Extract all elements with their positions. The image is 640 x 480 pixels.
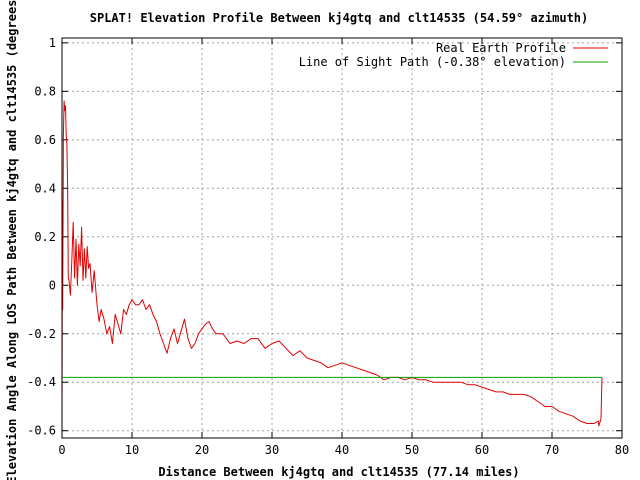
y-tick-label: -0.6 — [27, 424, 56, 438]
chart-title: SPLAT! Elevation Profile Between kj4gtq … — [90, 11, 589, 25]
axis-ticks: 0 10 20 30 40 50 60 70 80 1 0.8 0.6 0.4 0.2 0 -0.2 -0.4 -… — [27, 36, 629, 457]
x-tick-label: 10 — [125, 443, 139, 457]
x-tick-label: 80 — [615, 443, 629, 457]
legend: Real Earth Profile Line of Sight Path (-… — [299, 41, 608, 69]
y-tick-label: 1 — [49, 36, 56, 50]
legend-label-real-earth-profile: Real Earth Profile — [436, 41, 566, 55]
x-tick-label: 40 — [335, 443, 349, 457]
x-tick-label: 60 — [475, 443, 489, 457]
y-tick-label: 0.2 — [34, 230, 56, 244]
y-tick-label: 0.8 — [34, 84, 56, 98]
y-tick-label: -0.2 — [27, 327, 56, 341]
x-tick-label: 0 — [58, 443, 65, 457]
y-tick-label: 0.6 — [34, 133, 56, 147]
grid — [62, 38, 622, 438]
y-axis-label: Elevation Angle Along LOS Path Between k… — [5, 0, 19, 480]
x-tick-label: 30 — [265, 443, 279, 457]
y-tick-label: -0.4 — [27, 375, 56, 389]
legend-label-line-of-sight-path: Line of Sight Path (-0.38° elevation) — [299, 55, 566, 69]
plot-frame — [61, 37, 623, 439]
x-tick-label: 50 — [405, 443, 419, 457]
series-layer — [61, 100, 603, 436]
x-axis-label: Distance Between kj4gtq and clt14535 (77… — [158, 465, 519, 479]
x-tick-label: 20 — [195, 443, 209, 457]
y-tick-label: 0.4 — [34, 181, 56, 195]
series-line-real-earth-profile — [61, 100, 603, 436]
x-tick-label: 70 — [545, 443, 559, 457]
y-tick-label: 0 — [49, 278, 56, 292]
